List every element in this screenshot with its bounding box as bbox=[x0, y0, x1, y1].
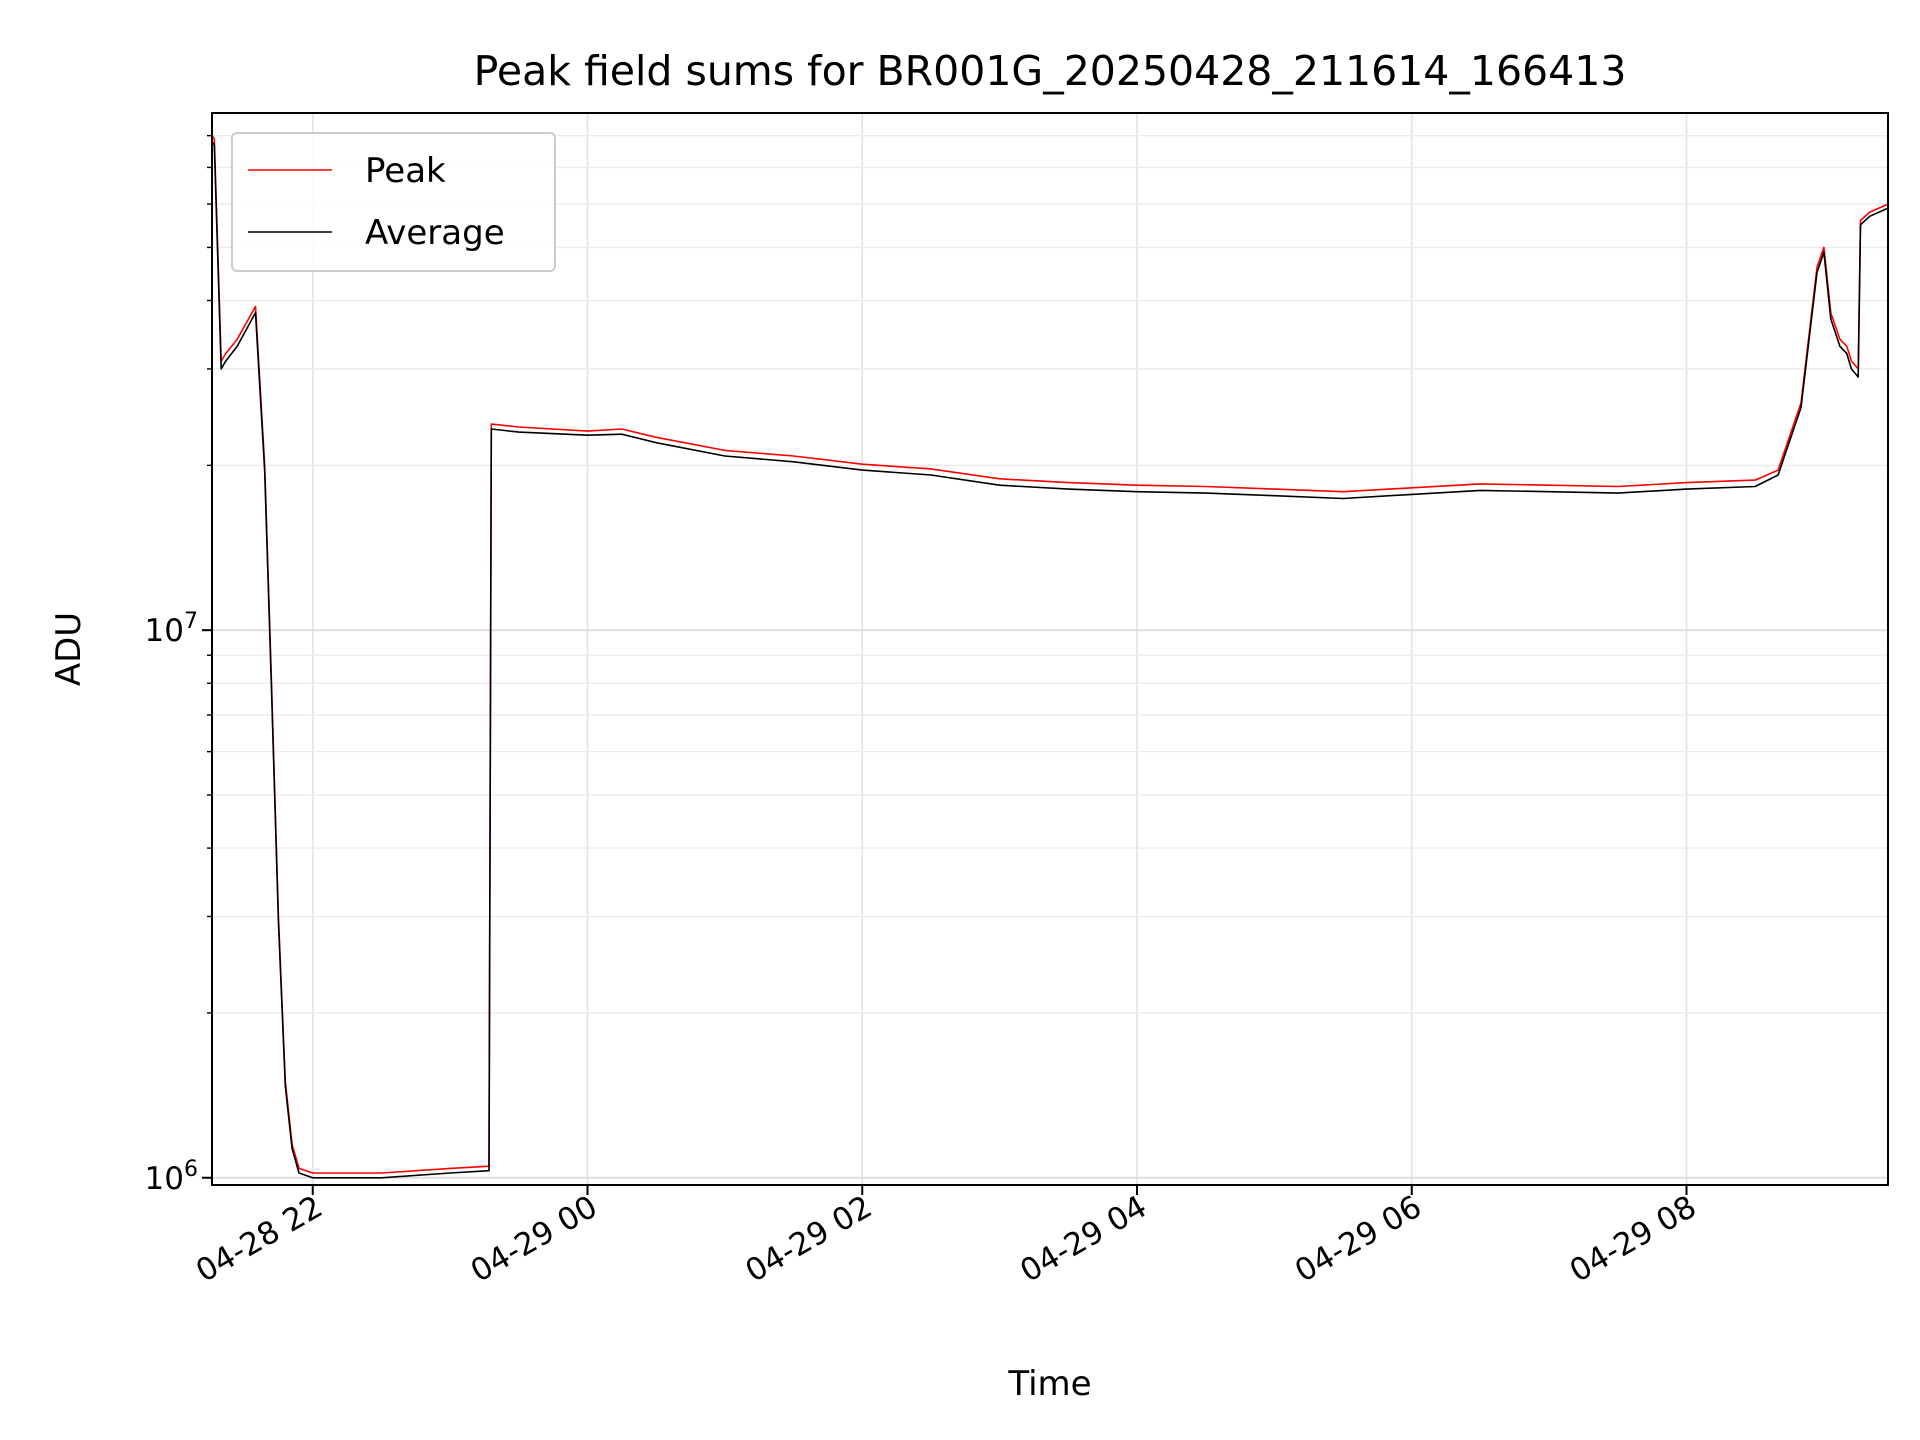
x-tick-label: 04-28 22 bbox=[190, 1189, 329, 1290]
legend-box bbox=[231, 132, 556, 272]
x-tick-label: 04-29 08 bbox=[1564, 1189, 1703, 1290]
series-line-average bbox=[211, 141, 1889, 1179]
chart-title: Peak field sums for BR001G_20250428_2116… bbox=[474, 47, 1627, 95]
y-axis-label: ADU bbox=[49, 612, 89, 686]
x-tick-label: 04-29 02 bbox=[740, 1189, 879, 1290]
y-axis: 106 107 bbox=[145, 134, 212, 1197]
x-axis: 04-28 22 04-29 00 04-29 02 04-29 04 04-29 06… bbox=[190, 1185, 1703, 1290]
x-tick-label: 04-29 00 bbox=[465, 1189, 604, 1290]
legend-label-average: Average bbox=[365, 213, 505, 253]
plot-frame bbox=[211, 112, 1889, 1186]
y-tick-label: 106 bbox=[145, 1157, 198, 1197]
y-tick-label: 107 bbox=[145, 609, 198, 649]
x-axis-label: Time bbox=[1007, 1364, 1091, 1404]
grid-lines bbox=[212, 113, 1888, 1185]
series-line-peak bbox=[211, 135, 1889, 1174]
x-tick-label: 04-29 06 bbox=[1289, 1189, 1428, 1290]
series-layer bbox=[211, 135, 1889, 1179]
x-tick-label: 04-29 04 bbox=[1014, 1189, 1153, 1290]
legend: Peak Average bbox=[231, 132, 556, 272]
legend-label-peak: Peak bbox=[365, 151, 446, 191]
